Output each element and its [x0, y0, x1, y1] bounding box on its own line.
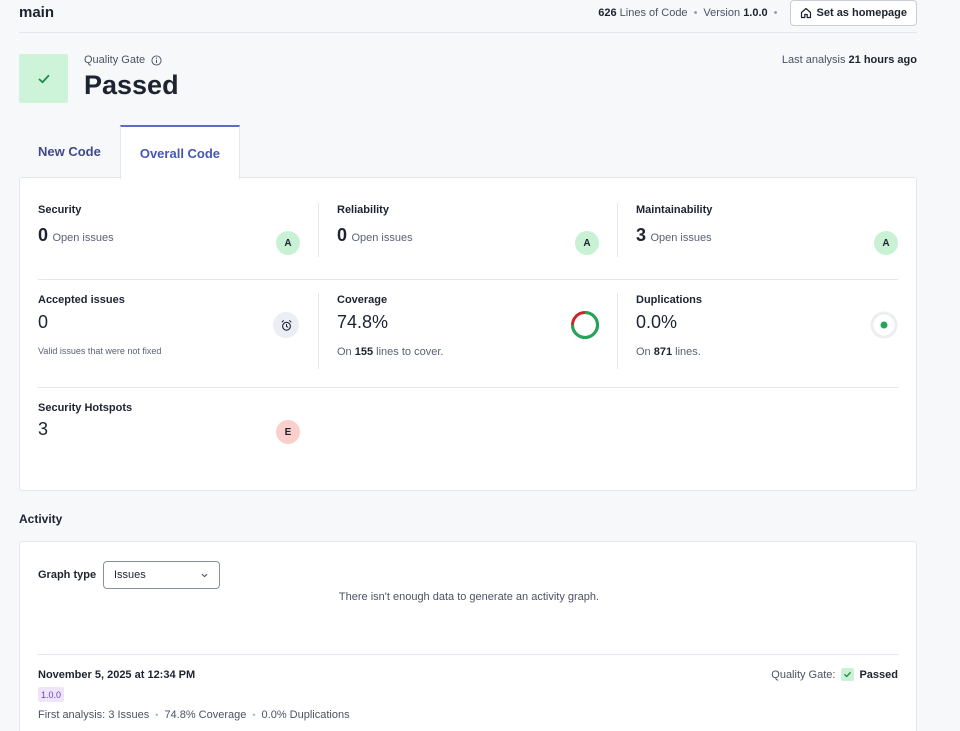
accepted-issues-metric[interactable]: Accepted issues 0 Valid issues that were…	[38, 294, 300, 356]
set-homepage-label: Set as homepage	[816, 7, 907, 19]
coverage-donut-arc	[571, 311, 599, 339]
accepted-issues-title: Accepted issues	[38, 294, 125, 306]
reliability-value[interactable]: 0	[337, 225, 348, 245]
graph-type-label: Graph type	[38, 569, 97, 581]
reliability-grade-badge[interactable]: A	[575, 231, 599, 255]
activity-title: Activity	[19, 512, 63, 526]
coverage-lines-count: 155	[354, 346, 374, 358]
graph-type-value: Issues	[114, 569, 146, 581]
maintainability-value[interactable]: 3	[636, 225, 647, 245]
accepted-issues-icon-circle	[273, 312, 299, 338]
summary-separator: •	[252, 710, 256, 720]
activity-card: Graph type Issues There isn't enough dat…	[19, 541, 917, 731]
tab-new-code[interactable]: New Code	[38, 144, 101, 159]
last-analysis-prefix: Last analysis	[781, 54, 846, 66]
version-value: 1.0.0	[743, 7, 768, 19]
security-hotspots-title: Security Hotspots	[38, 402, 133, 414]
meta-separator: •	[693, 7, 698, 19]
row-divider	[38, 279, 898, 280]
maintainability-sub: Open issues	[650, 232, 712, 244]
activity-summary-coverage: 74.8% Coverage	[164, 709, 247, 721]
column-divider	[617, 203, 618, 257]
activity-summary-issues: 3 Issues	[108, 709, 150, 721]
accepted-issues-value[interactable]: 0	[38, 312, 49, 332]
top-bar: main 626 Lines of Code • Version 1.0.0 •…	[19, 0, 917, 33]
meta-separator: •	[773, 7, 778, 19]
duplications-metric[interactable]: Duplications 0.0% On 871 lines.	[636, 294, 898, 358]
activity-version-badge: 1.0.0	[38, 687, 65, 702]
set-homepage-button[interactable]: Set as homepage	[789, 0, 917, 26]
activity-divider	[38, 654, 898, 655]
graph-type-select[interactable]: Issues	[103, 561, 220, 589]
activity-quality-gate: Quality Gate: Passed	[771, 668, 898, 681]
coverage-value[interactable]: 74.8%	[337, 312, 389, 332]
code-tabs: New Code Overall Code	[19, 125, 241, 179]
activity-entry-date: November 5, 2025 at 12:34 PM	[38, 669, 196, 681]
summary-separator: •	[155, 710, 159, 720]
security-hotspots-grade-badge[interactable]: E	[276, 420, 300, 444]
maintainability-grade-badge[interactable]: A	[874, 231, 898, 255]
check-icon	[841, 668, 855, 681]
project-meta: 626 Lines of Code • Version 1.0.0 • Set …	[598, 0, 917, 26]
security-metric[interactable]: Security 0 Open issues	[38, 204, 300, 246]
quality-gate-status: Passed	[84, 70, 179, 100]
activity-gate-status: Passed	[859, 668, 898, 681]
coverage-metric[interactable]: Coverage 74.8% On 155 lines to cover.	[337, 294, 599, 358]
last-analysis-value: 21 hours ago	[848, 54, 917, 66]
security-hotspots-value[interactable]: 3	[38, 419, 49, 439]
coverage-title: Coverage	[337, 294, 388, 306]
security-grade-badge[interactable]: A	[276, 231, 300, 255]
activity-summary-duplications: 0.0% Duplications	[261, 709, 350, 721]
coverage-lines-suffix: lines to cover.	[376, 346, 444, 358]
chevron-down-icon	[201, 573, 208, 577]
alarm-clock-icon	[281, 319, 291, 331]
loc-value: 626	[598, 7, 617, 19]
reliability-sub: Open issues	[351, 232, 413, 244]
duplications-title: Duplications	[636, 294, 703, 306]
duplications-lines-count: 871	[653, 346, 673, 358]
coverage-lines: On 155 lines to cover.	[337, 346, 599, 358]
quality-gate-label: Quality Gate	[84, 54, 162, 66]
maintainability-metric[interactable]: Maintainability 3 Open issues	[636, 204, 898, 246]
reliability-metric[interactable]: Reliability 0 Open issues	[337, 204, 599, 246]
duplications-lines: On 871 lines.	[636, 346, 898, 358]
check-icon	[38, 74, 49, 83]
activity-summary-prefix: First analysis:	[38, 709, 106, 721]
accepted-issues-note: Valid issues that were not fixed	[38, 346, 162, 356]
row-divider	[38, 387, 898, 388]
reliability-title: Reliability	[337, 204, 389, 216]
column-divider	[318, 293, 319, 369]
duplications-lines-suffix: lines.	[675, 346, 701, 358]
duplications-lines-prefix: On	[636, 346, 651, 358]
coverage-lines-prefix: On	[337, 346, 352, 358]
metrics-card: Security 0 Open issues A Reliability 0 O…	[19, 177, 917, 491]
activity-empty-message: There isn't enough data to generate an a…	[338, 591, 600, 603]
version-label: Version	[703, 7, 741, 19]
activity-gate-label: Quality Gate:	[771, 668, 836, 681]
security-sub: Open issues	[52, 232, 114, 244]
duplications-value[interactable]: 0.0%	[636, 312, 678, 332]
quality-gate-status-box	[19, 54, 68, 103]
duplications-indicator-icon[interactable]	[870, 311, 898, 339]
quality-gate-label-text: Quality Gate	[84, 54, 146, 66]
column-divider	[617, 293, 618, 369]
tab-overall-code[interactable]: Overall Code	[119, 125, 241, 179]
coverage-donut-icon[interactable]	[570, 310, 600, 340]
loc-label: Lines of Code	[619, 7, 688, 19]
last-analysis: Last analysis 21 hours ago	[782, 54, 917, 66]
info-icon[interactable]	[151, 54, 162, 66]
maintainability-title: Maintainability	[636, 204, 713, 216]
security-title: Security	[38, 204, 82, 216]
activity-summary: First analysis: 3 Issues • 74.8% Coverag…	[38, 709, 350, 721]
security-hotspots-metric[interactable]: Security Hotspots 3	[38, 402, 300, 440]
home-icon	[800, 7, 811, 19]
branch-name: main	[19, 4, 55, 21]
security-value[interactable]: 0	[38, 225, 49, 245]
column-divider	[318, 203, 319, 257]
